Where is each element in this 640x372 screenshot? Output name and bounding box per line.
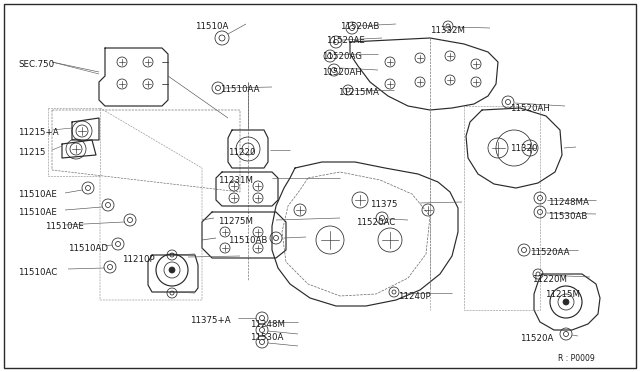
- Text: 11510AE: 11510AE: [18, 208, 57, 217]
- Text: 11510A: 11510A: [195, 22, 228, 31]
- Circle shape: [563, 299, 569, 305]
- Text: 11215: 11215: [18, 148, 45, 157]
- Text: 11510AB: 11510AB: [228, 236, 268, 245]
- Text: R : P0009: R : P0009: [558, 354, 595, 363]
- Text: 11520AB: 11520AB: [340, 22, 380, 31]
- Text: 11332M: 11332M: [430, 26, 465, 35]
- Text: 11510AA: 11510AA: [220, 85, 259, 94]
- Text: 11320: 11320: [510, 144, 538, 153]
- Text: 11375: 11375: [370, 200, 397, 209]
- Text: 11520AH: 11520AH: [510, 104, 550, 113]
- Text: 11275M: 11275M: [218, 217, 253, 226]
- Text: 11220: 11220: [228, 148, 255, 157]
- Text: 11510AC: 11510AC: [18, 268, 57, 277]
- Text: 11248M: 11248M: [250, 320, 285, 329]
- Text: 11520AH: 11520AH: [322, 68, 362, 77]
- Text: 11510AD: 11510AD: [68, 244, 108, 253]
- Text: 11520AG: 11520AG: [322, 52, 362, 61]
- Text: 11510AE: 11510AE: [45, 222, 84, 231]
- Text: 11248MA: 11248MA: [548, 198, 589, 207]
- Circle shape: [169, 267, 175, 273]
- Text: 11530AB: 11530AB: [548, 212, 588, 221]
- Text: 11240P: 11240P: [398, 292, 431, 301]
- Text: 11215M: 11215M: [545, 290, 580, 299]
- Text: 11215+A: 11215+A: [18, 128, 59, 137]
- Text: SEC.750: SEC.750: [18, 60, 54, 69]
- Text: 11231M: 11231M: [218, 176, 253, 185]
- Text: 11520AE: 11520AE: [326, 36, 365, 45]
- Text: 11520AC: 11520AC: [356, 218, 396, 227]
- Text: 11510AE: 11510AE: [18, 190, 57, 199]
- Text: 11215MA: 11215MA: [338, 88, 379, 97]
- Text: 11375+A: 11375+A: [190, 316, 230, 325]
- Text: 11520A: 11520A: [520, 334, 554, 343]
- Text: 11530A: 11530A: [250, 333, 284, 342]
- Text: 11210P: 11210P: [122, 255, 155, 264]
- Text: 11520AA: 11520AA: [530, 248, 570, 257]
- Text: 11220M: 11220M: [532, 275, 567, 284]
